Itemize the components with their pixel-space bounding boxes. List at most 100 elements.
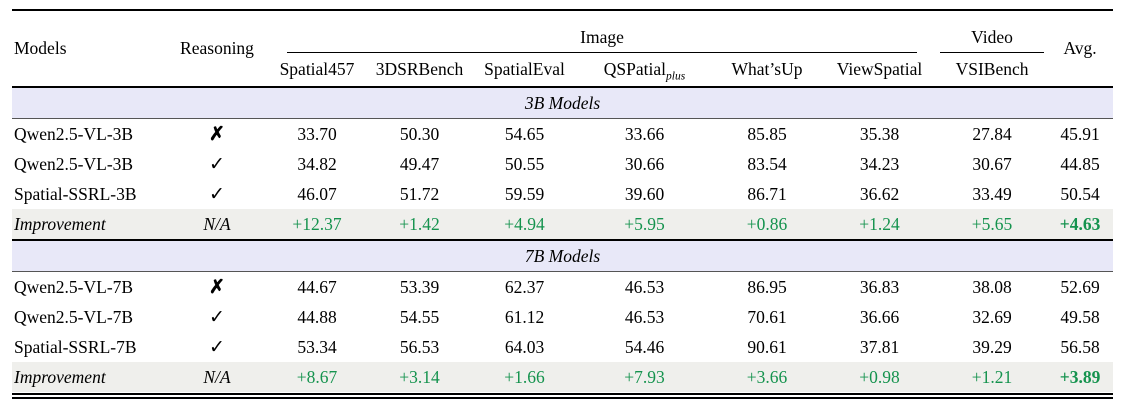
score-cell: 39.60 xyxy=(624,183,665,204)
section-title-3b: 3B Models xyxy=(12,87,1114,119)
table-bottom-rule xyxy=(12,393,1113,399)
score-cell: 86.95 xyxy=(747,276,787,297)
score-cell: 36.62 xyxy=(859,183,900,204)
score-cell: 50.30 xyxy=(399,123,440,144)
avg-score-cell: 50.54 xyxy=(1060,183,1100,204)
score-cell: 56.53 xyxy=(399,336,440,357)
improvement-value: +0.98 xyxy=(822,362,938,392)
score-cell: 33.49 xyxy=(972,183,1012,204)
score-cell: 70.61 xyxy=(747,306,787,327)
improvement-value: +7.93 xyxy=(577,362,712,392)
section-band-3b: 3B Models xyxy=(12,87,1114,119)
score-cell: 64.03 xyxy=(504,336,545,357)
avg-score-cell: 44.85 xyxy=(1060,153,1100,174)
score-cell: 30.66 xyxy=(624,153,665,174)
section-band-7b: 7B Models xyxy=(12,240,1114,272)
score-cell: 90.61 xyxy=(747,336,787,357)
section-title-7b: 7B Models xyxy=(12,240,1114,272)
reasoning-cell: ✗ xyxy=(167,272,267,303)
score-cell: 36.83 xyxy=(859,276,900,297)
model-name: Qwen2.5-VL-7B xyxy=(14,306,134,327)
check-icon: ✓ xyxy=(209,306,225,328)
score-cell: 46.53 xyxy=(624,276,665,297)
avg-score-cell: 45.91 xyxy=(1060,123,1100,144)
col-header-reasoning: Reasoning xyxy=(167,10,267,88)
score-cell: 85.85 xyxy=(747,123,787,144)
score-cell: 49.47 xyxy=(399,153,440,174)
table-row: Qwen2.5-VL-7B ✗ 44.67 53.39 62.37 46.53 … xyxy=(12,272,1113,303)
improvement-value: +1.66 xyxy=(472,362,577,392)
improvement-avg-value: +3.89 xyxy=(1047,362,1114,392)
score-cell: 46.07 xyxy=(297,183,337,204)
score-cell: 44.88 xyxy=(297,306,337,327)
score-cell: 54.46 xyxy=(624,336,665,357)
score-cell: 34.23 xyxy=(859,153,900,174)
score-cell: 62.37 xyxy=(504,276,545,297)
cross-icon: ✗ xyxy=(209,123,225,145)
reasoning-cell: ✓ xyxy=(167,149,267,179)
cross-icon: ✗ xyxy=(209,276,225,298)
improvement-na: N/A xyxy=(167,209,267,241)
score-cell: 27.84 xyxy=(972,123,1012,144)
reasoning-cell: ✓ xyxy=(167,302,267,332)
improvement-value: +1.21 xyxy=(937,362,1048,392)
model-name: Spatial-SSRL-3B xyxy=(14,183,137,204)
col-header-viewspatial: ViewSpatial xyxy=(822,53,938,88)
improvement-value: +5.95 xyxy=(577,209,712,241)
score-cell: 51.72 xyxy=(399,183,440,204)
score-cell: 32.69 xyxy=(972,306,1012,327)
score-cell: 46.53 xyxy=(624,306,665,327)
col-header-spatialeval: SpatialEval xyxy=(472,53,577,88)
improvement-value: +5.65 xyxy=(937,209,1048,241)
score-cell: 54.65 xyxy=(504,123,545,144)
score-cell: 35.38 xyxy=(859,123,900,144)
score-cell: 36.66 xyxy=(859,306,900,327)
improvement-value: +1.24 xyxy=(822,209,938,241)
score-cell: 86.71 xyxy=(747,183,787,204)
score-cell: 44.67 xyxy=(297,276,337,297)
col-header-qspatial: QSPatialplus xyxy=(577,53,712,88)
score-cell: 30.67 xyxy=(972,153,1012,174)
avg-score-cell: 49.58 xyxy=(1060,306,1100,327)
video-group-label: Video xyxy=(940,27,1044,53)
improvement-value: +3.66 xyxy=(712,362,822,392)
col-header-3dsrbench: 3DSRBench xyxy=(367,53,472,88)
table-row: Spatial-SSRL-3B ✓ 46.07 51.72 59.59 39.6… xyxy=(12,179,1113,209)
image-group-label: Image xyxy=(287,27,917,53)
score-cell: 53.34 xyxy=(297,336,337,357)
score-cell: 38.08 xyxy=(972,276,1012,297)
improvement-value: +1.42 xyxy=(367,209,472,241)
table-row: Qwen2.5-VL-3B ✗ 33.70 50.30 54.65 33.66 … xyxy=(12,119,1113,150)
improvement-row-7b: Improvement N/A +8.67 +3.14 +1.66 +7.93 … xyxy=(12,362,1114,392)
paper-table-figure: Models Reasoning Image Video Avg. Spatia… xyxy=(12,9,1114,399)
qspatial-label: QSPatial xyxy=(603,59,667,79)
improvement-value: +3.14 xyxy=(367,362,472,392)
improvement-na: N/A xyxy=(167,362,267,392)
score-cell: 33.66 xyxy=(624,123,665,144)
model-name: Qwen2.5-VL-3B xyxy=(14,123,134,144)
col-header-avg: Avg. xyxy=(1047,10,1114,88)
improvement-row-3b: Improvement N/A +12.37 +1.42 +4.94 +5.95… xyxy=(12,209,1114,241)
improvement-value: +4.94 xyxy=(472,209,577,241)
col-header-vsibench: VSIBench xyxy=(937,53,1048,88)
reasoning-cell: ✗ xyxy=(167,119,267,150)
benchmark-results-table: Models Reasoning Image Video Avg. Spatia… xyxy=(12,9,1114,392)
improvement-label: Improvement xyxy=(12,362,167,392)
score-cell: 54.55 xyxy=(399,306,440,327)
improvement-value: +8.67 xyxy=(267,362,367,392)
improvement-avg-value: +4.63 xyxy=(1047,209,1114,241)
col-header-whatsup: What’sUp xyxy=(712,53,822,88)
col-header-models: Models xyxy=(12,10,167,88)
check-icon: ✓ xyxy=(209,336,225,358)
table-row: Qwen2.5-VL-3B ✓ 34.82 49.47 50.55 30.66 … xyxy=(12,149,1113,179)
improvement-value: +0.86 xyxy=(712,209,822,241)
improvement-value: +12.37 xyxy=(267,209,367,241)
check-icon: ✓ xyxy=(209,153,225,175)
score-cell: 83.54 xyxy=(747,153,787,174)
score-cell: 37.81 xyxy=(859,336,900,357)
reasoning-cell: ✓ xyxy=(167,332,267,362)
score-cell: 50.55 xyxy=(504,153,545,174)
avg-score-cell: 52.69 xyxy=(1060,276,1100,297)
col-group-image: Image xyxy=(267,10,937,53)
col-group-video: Video xyxy=(937,10,1047,53)
